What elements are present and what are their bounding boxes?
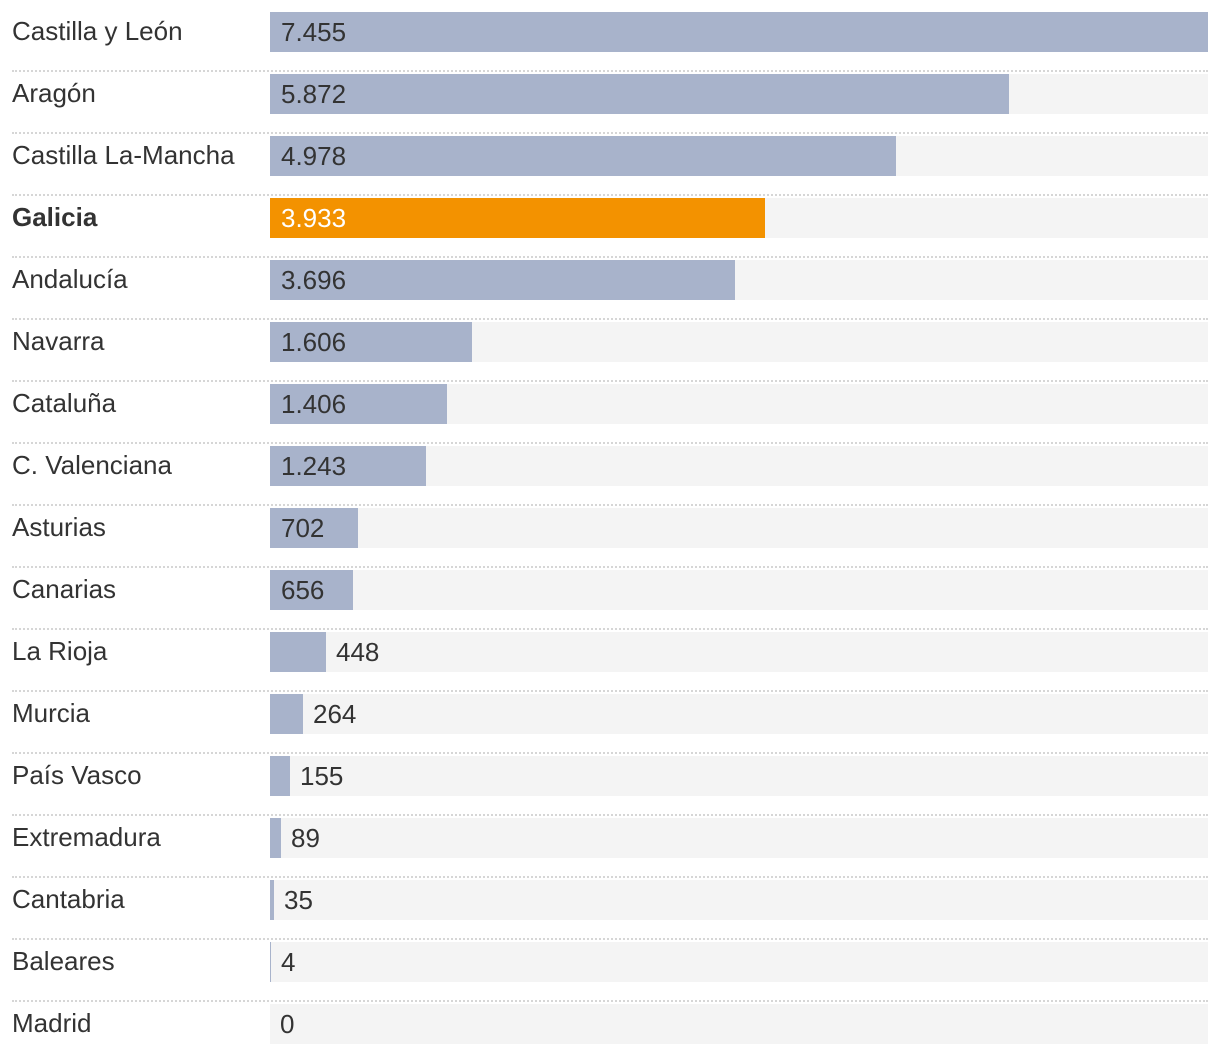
value-label: 702 <box>281 513 325 543</box>
bar <box>270 322 472 362</box>
value-label: 4 <box>281 947 296 977</box>
bar-track: 448 <box>270 632 1208 672</box>
bar <box>270 570 353 610</box>
chart-row: País Vasco 155 <box>12 754 1208 816</box>
bar-track: 656 <box>270 570 1208 610</box>
category-label: Aragón <box>12 78 96 108</box>
category-label: Cantabria <box>12 884 125 914</box>
bar-track: 5.872 <box>270 74 1208 114</box>
chart-row: Extremadura 89 <box>12 816 1208 878</box>
bar-track: 3.696 <box>270 260 1208 300</box>
chart-row: Castilla y León 7.455 <box>12 10 1208 72</box>
chart-row: C. Valenciana 1.243 <box>12 444 1208 506</box>
category-label: Galicia <box>12 202 98 232</box>
chart-row: Castilla La-Mancha 4.978 <box>12 134 1208 196</box>
category-label: Extremadura <box>12 822 161 852</box>
value-label: 1.606 <box>281 327 347 357</box>
bar-track: 702 <box>270 508 1208 548</box>
value-label: 7.455 <box>281 17 347 47</box>
chart-row: Baleares 4 <box>12 940 1208 1002</box>
category-label: Cataluña <box>12 388 117 418</box>
category-label: Baleares <box>12 946 115 976</box>
category-label: Murcia <box>12 698 91 728</box>
value-label: 3.933 <box>281 203 347 233</box>
bar <box>270 880 274 920</box>
bar-track: 89 <box>270 818 1208 858</box>
value-label: 155 <box>300 761 344 791</box>
bar <box>270 446 426 486</box>
chart-row: Asturias 702 <box>12 506 1208 568</box>
category-label: C. Valenciana <box>12 450 172 480</box>
category-label: Canarias <box>12 574 117 604</box>
bar <box>270 632 326 672</box>
bar-track: 7.455 <box>270 12 1208 52</box>
bar-track: 1.606 <box>270 322 1208 362</box>
value-label: 656 <box>281 575 325 605</box>
category-label: Navarra <box>12 326 105 356</box>
bar <box>270 384 447 424</box>
chart-row: Murcia 264 <box>12 692 1208 754</box>
chart-row: Aragón 5.872 <box>12 72 1208 134</box>
category-label: Castilla y León <box>12 16 183 46</box>
bar <box>270 260 735 300</box>
bar <box>270 508 358 548</box>
chart-row: Galicia 3.933 <box>12 196 1208 258</box>
bar-track: 35 <box>270 880 1208 920</box>
bar-track: 4.978 <box>270 136 1208 176</box>
value-label: 1.406 <box>281 389 347 419</box>
bar <box>270 942 271 982</box>
bar-track: 1.406 <box>270 384 1208 424</box>
value-label: 0 <box>280 1009 295 1039</box>
value-label: 5.872 <box>281 79 347 109</box>
category-label: Asturias <box>12 512 106 542</box>
bar-track: 155 <box>270 756 1208 796</box>
bar <box>270 694 303 734</box>
category-label: Andalucía <box>12 264 128 294</box>
chart-row: Navarra 1.606 <box>12 320 1208 382</box>
category-label: País Vasco <box>12 760 142 790</box>
chart-row: Cataluña 1.406 <box>12 382 1208 444</box>
category-label: Castilla La-Mancha <box>12 140 235 170</box>
value-label: 448 <box>336 637 380 667</box>
chart-row: Madrid 0 <box>12 1002 1208 1064</box>
chart-row: Cantabria 35 <box>12 878 1208 940</box>
bar <box>270 12 1208 52</box>
value-label: 264 <box>313 699 357 729</box>
bar <box>270 756 290 796</box>
bar-track: 1.243 <box>270 446 1208 486</box>
bar <box>270 74 1009 114</box>
bar <box>270 818 281 858</box>
chart-row: Canarias 656 <box>12 568 1208 630</box>
value-label: 89 <box>291 823 320 853</box>
chart-row: La Rioja 448 <box>12 630 1208 692</box>
value-label: 4.978 <box>281 141 347 171</box>
value-label: 3.696 <box>281 265 347 295</box>
bar <box>270 136 896 176</box>
bar-track: 0 <box>270 1004 1208 1044</box>
value-label: 1.243 <box>281 451 347 481</box>
bar-track: 4 <box>270 942 1208 982</box>
category-label: La Rioja <box>12 636 108 666</box>
value-label: 35 <box>284 885 313 915</box>
bar-track: 3.933 <box>270 198 1208 238</box>
category-label: Madrid <box>12 1008 92 1038</box>
chart-row: Andalucía 3.696 <box>12 258 1208 320</box>
bar <box>270 198 765 238</box>
bar-track: 264 <box>270 694 1208 734</box>
